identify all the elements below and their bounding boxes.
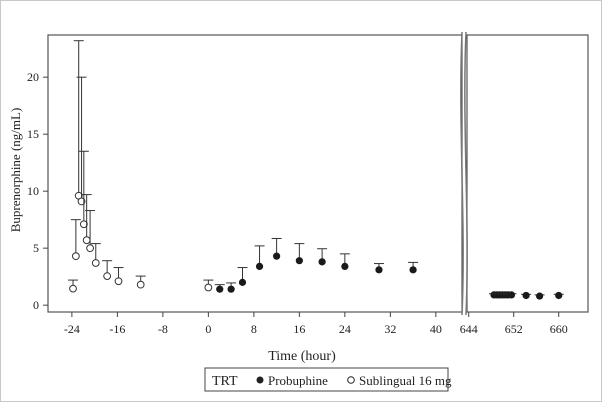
y-tick-label: 0 xyxy=(33,298,39,312)
y-axis-label: Buprenorphine (ng/mL) xyxy=(8,108,23,233)
data-point-probuphine xyxy=(375,266,383,274)
data-point-sublingual xyxy=(69,284,77,293)
y-tick-label: 20 xyxy=(27,70,39,84)
x-axis-label: Time (hour) xyxy=(268,349,336,364)
x-tick-label: 644 xyxy=(460,322,478,336)
legend-marker-filled-circle-icon xyxy=(256,376,264,384)
x-tick-label: 8 xyxy=(251,322,257,336)
data-point-probuphine xyxy=(507,291,516,299)
x-tick-label: -24 xyxy=(64,322,80,336)
data-point-probuphine xyxy=(216,285,224,293)
legend: TRT Probuphine Sublingual 16 mg xyxy=(204,367,452,392)
y-tick-label: 15 xyxy=(27,127,39,141)
data-point-probuphine xyxy=(409,266,417,274)
legend-label-sublingual: Sublingual 16 mg xyxy=(359,373,452,388)
data-point-sublingual xyxy=(77,197,86,206)
data-point-probuphine xyxy=(318,258,326,266)
data-point-sublingual xyxy=(204,283,213,292)
data-point-probuphine xyxy=(295,257,303,265)
plot-panel-1 xyxy=(466,34,589,313)
x-tick-label: 660 xyxy=(550,322,568,336)
data-point-probuphine xyxy=(555,291,563,300)
x-tick-label: -8 xyxy=(158,322,168,336)
data-point-probuphine xyxy=(341,262,349,271)
legend-title: TRT xyxy=(212,374,238,389)
data-point-sublingual xyxy=(82,236,91,245)
data-point-sublingual xyxy=(136,280,145,289)
data-point-sublingual xyxy=(86,244,94,253)
data-point-probuphine xyxy=(522,291,530,300)
data-point-sublingual xyxy=(79,220,88,229)
data-point-probuphine xyxy=(238,278,247,286)
x-tick-label: 0 xyxy=(205,322,211,336)
data-point-probuphine xyxy=(536,292,544,300)
x-tick-label: 40 xyxy=(430,322,442,336)
axis-break-mark xyxy=(464,31,468,316)
axis-break-mark xyxy=(460,31,464,316)
x-tick-label: -16 xyxy=(109,322,125,336)
legend-marker-open-circle-icon xyxy=(347,376,355,384)
data-point-sublingual xyxy=(71,252,80,261)
x-tick-label: 16 xyxy=(293,322,305,336)
data-point-sublingual xyxy=(91,259,100,267)
x-tick-label: 24 xyxy=(339,322,351,336)
x-tick-label: 32 xyxy=(384,322,396,336)
y-tick-label: 10 xyxy=(27,184,39,198)
data-point-probuphine xyxy=(255,262,264,271)
y-tick-label: 5 xyxy=(33,241,39,255)
data-point-probuphine xyxy=(227,285,235,293)
plot-panel-0 xyxy=(47,34,463,313)
x-tick-label: 652 xyxy=(505,322,523,336)
legend-label-probuphine: Probuphine xyxy=(268,373,328,388)
data-point-sublingual xyxy=(103,272,112,280)
legend-box xyxy=(204,367,449,392)
data-point-probuphine xyxy=(273,252,281,260)
data-point-sublingual xyxy=(114,277,123,286)
